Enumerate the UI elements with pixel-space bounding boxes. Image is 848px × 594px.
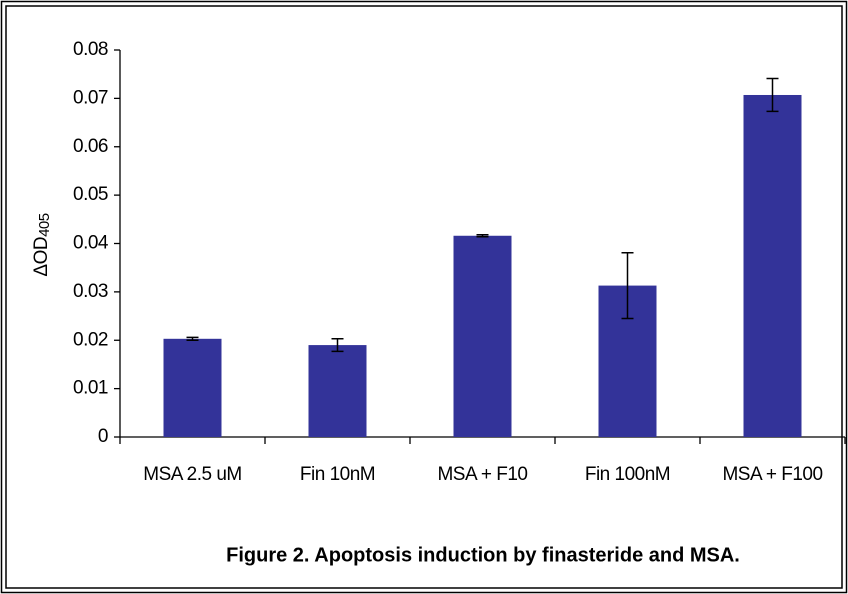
error-bar <box>476 234 489 238</box>
y-tick-label: 0 <box>98 426 108 447</box>
inner-frame <box>5 5 843 589</box>
bar <box>308 345 367 437</box>
y-tick-label: 0.07 <box>73 87 108 108</box>
error-bar <box>766 77 779 113</box>
x-tick-label: Fin 10nM <box>300 464 375 485</box>
bar <box>743 94 802 438</box>
error-bar <box>331 338 344 353</box>
x-tick-label: MSA 2.5 uM <box>143 464 242 485</box>
x-tick-label: MSA + F10 <box>437 464 527 485</box>
y-tick-label: 0.02 <box>73 329 108 350</box>
y-tick-label: 0.06 <box>73 136 108 157</box>
error-bar <box>186 336 199 341</box>
chart-title: Figure 2. Apoptosis induction by finaste… <box>226 544 740 566</box>
y-axis-label: ΔOD405 <box>31 213 53 276</box>
y-tick-label: 0.08 <box>73 39 108 60</box>
y-axis-label-main: ΔOD <box>31 237 52 277</box>
bar <box>163 338 222 437</box>
y-tick-label: 0.05 <box>73 184 108 205</box>
y-tick-label: 0.04 <box>73 233 109 254</box>
y-tick-label: 0.01 <box>73 378 108 399</box>
error-bar <box>621 251 634 320</box>
y-axis-label-subscript: 405 <box>36 213 53 237</box>
x-tick-label: Fin 100nM <box>585 464 670 485</box>
x-tick-label: MSA + F100 <box>722 464 822 485</box>
y-tick-label: 0.03 <box>73 281 108 302</box>
bar <box>453 235 512 437</box>
